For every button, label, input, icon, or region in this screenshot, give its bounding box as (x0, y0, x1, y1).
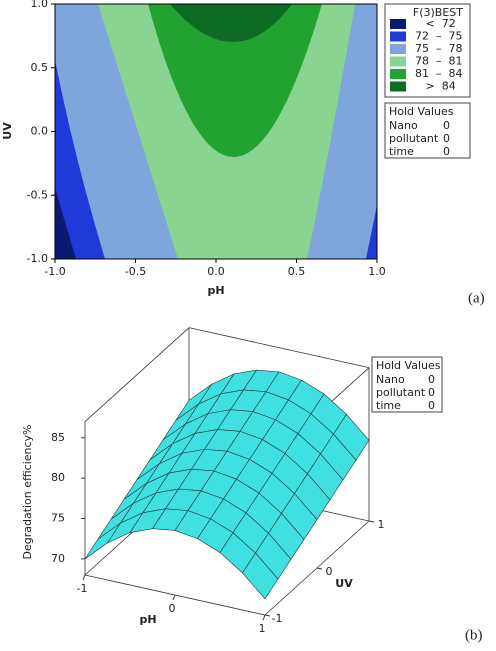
z-tick-label: 80 (51, 471, 65, 484)
y-tick-label: -1.0 (27, 252, 48, 265)
hold-name: Nano (376, 373, 405, 386)
y-tick-label: 0.5 (31, 61, 49, 74)
legend-title: F(3)BEST (413, 6, 463, 19)
y-axis-title: UV (1, 122, 14, 140)
y-tick-label: -1 (272, 612, 283, 625)
box-edge (188, 327, 370, 369)
y-tick-label: 0.0 (31, 125, 49, 138)
surface-patch (242, 552, 279, 600)
x-tick-label: 0 (169, 602, 176, 615)
contour-region (170, 4, 292, 42)
hold-values-box (384, 102, 471, 159)
x-tick-label: 0.0 (207, 265, 225, 278)
legend-swatch (390, 31, 406, 42)
z-axis-title: Degradation efficiency% (21, 424, 34, 559)
legend-label: < 72 (415, 17, 456, 30)
hold-value: 0 (428, 399, 435, 412)
x-tick (172, 594, 176, 601)
x-tick-label: 1.0 (368, 265, 386, 278)
x-tick-label: 0.5 (288, 265, 306, 278)
x-tick-label: -0.5 (125, 265, 146, 278)
legend-swatch (390, 56, 406, 67)
legend-label: 81 – 84 (415, 67, 462, 80)
hold-values-title: Hold Values (389, 105, 454, 118)
x-tick-label: -1.0 (44, 265, 65, 278)
x-tick (82, 574, 86, 581)
y-tick (316, 567, 323, 570)
z-tick-label: 70 (51, 552, 65, 565)
contour-plot (55, 4, 377, 259)
legend-label: 72 – 75 (415, 30, 462, 43)
hold-value: 0 (428, 373, 435, 386)
legend-label: 78 – 81 (415, 55, 462, 68)
y-tick (264, 614, 271, 617)
x-tick-label: -1 (77, 582, 88, 595)
contour-region (55, 188, 76, 259)
hold-value: 0 (428, 386, 435, 399)
y-axis-title: UV (335, 577, 353, 590)
z-tick-label: 75 (51, 512, 65, 525)
contour-region (148, 4, 322, 157)
y-tick-label: 1.0 (31, 0, 49, 10)
hold-value: 0 (443, 132, 450, 145)
contour-region (55, 60, 105, 259)
legend-swatch (390, 44, 406, 54)
hold-value: 0 (443, 119, 450, 132)
y-tick (368, 520, 375, 523)
box-edge (84, 327, 190, 422)
legend-swatch (390, 81, 406, 92)
hold-name: pollutant (376, 386, 426, 399)
contour-region (366, 205, 377, 259)
legend-label: 75 – 78 (415, 42, 462, 55)
hold-name: Nano (389, 119, 418, 132)
hold-value: 0 (443, 145, 450, 158)
legend-swatch (390, 19, 406, 29)
legend-swatch (390, 69, 406, 79)
panel-label: (a) (468, 290, 485, 306)
surface-patch (84, 522, 121, 560)
hold-values-title: Hold Values (376, 359, 441, 372)
y-tick-label: 0 (326, 565, 333, 578)
x-axis-title: pH (139, 613, 156, 626)
x-axis-title: pH (207, 284, 224, 297)
legend-label: > 84 (415, 80, 456, 93)
hold-values-box (371, 356, 443, 413)
panel-label: (b) (465, 627, 483, 643)
x-tick-label: 1 (259, 622, 266, 635)
z-tick-label: 85 (51, 431, 65, 444)
hold-name: pollutant (389, 132, 439, 145)
hold-name: time (389, 145, 414, 158)
y-tick-label: -0.5 (27, 188, 48, 201)
y-tick-label: 1 (378, 518, 385, 531)
x-tick (262, 614, 266, 621)
hold-name: time (376, 399, 401, 412)
